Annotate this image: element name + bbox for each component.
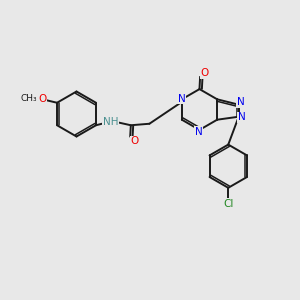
Text: O: O — [130, 136, 139, 146]
Text: N: N — [195, 127, 203, 137]
Text: NH: NH — [103, 117, 118, 127]
Text: N: N — [237, 97, 245, 107]
Text: Cl: Cl — [223, 199, 233, 209]
Text: O: O — [38, 94, 46, 104]
Text: N: N — [178, 94, 186, 104]
Text: CH₃: CH₃ — [20, 94, 37, 103]
Text: O: O — [200, 68, 209, 78]
Text: N: N — [238, 112, 246, 122]
